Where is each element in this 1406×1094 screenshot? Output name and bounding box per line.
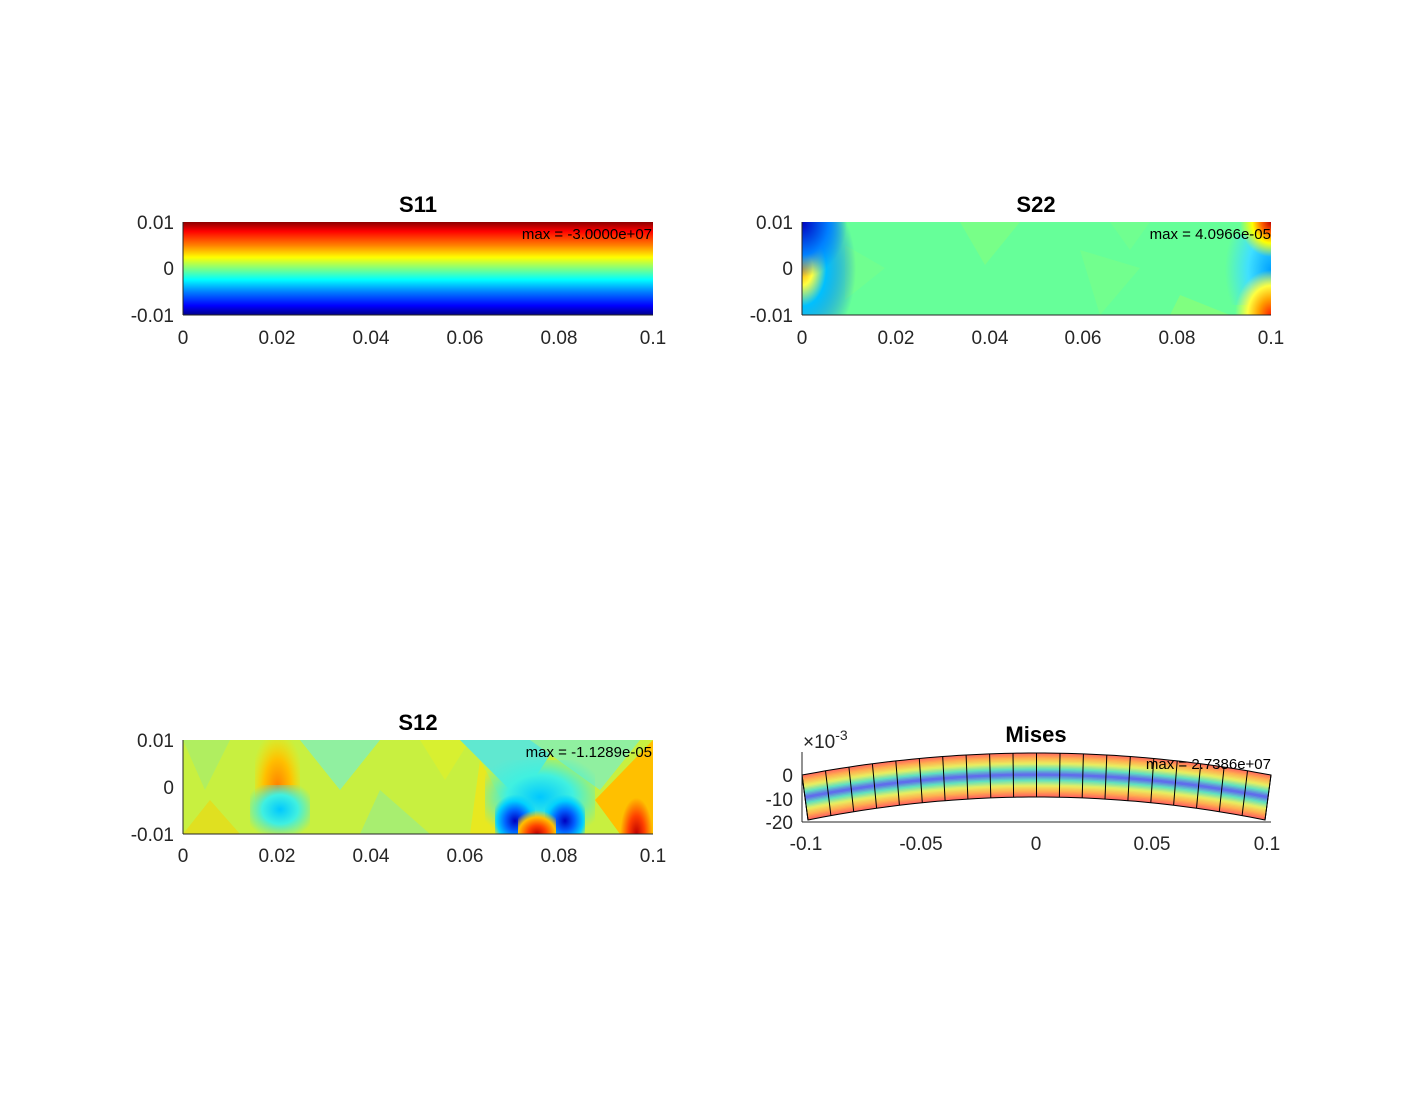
mises-max-annotation: max = 2.7386e+07 bbox=[1146, 756, 1271, 773]
s11-x-tick: 0 bbox=[178, 328, 189, 349]
mises-mesh-line bbox=[825, 770, 832, 816]
s22-x-ticks: 0 0.02 0.04 0.06 0.08 0.1 bbox=[797, 328, 1285, 349]
mises-mesh-line bbox=[918, 758, 923, 803]
s12-y-tick: 0 bbox=[163, 778, 174, 799]
mises-mesh-line bbox=[1104, 754, 1108, 800]
s11-x-tick: 0.08 bbox=[541, 328, 578, 349]
mises-mesh-line bbox=[1081, 753, 1084, 798]
s11-title: S11 bbox=[399, 192, 437, 217]
mises-mesh-line bbox=[1173, 760, 1178, 806]
s22-x-tick: 0.06 bbox=[1065, 328, 1102, 349]
s11-x-tick: 0.06 bbox=[447, 328, 484, 349]
s12-x-tick: 0.1 bbox=[640, 846, 666, 867]
mises-mesh-line bbox=[1196, 763, 1202, 809]
s22-y-tick: 0.01 bbox=[756, 213, 793, 234]
mises-exponent-base: ×10 bbox=[803, 732, 835, 753]
mises-mesh-line bbox=[895, 760, 900, 806]
mises-mesh-line bbox=[1012, 753, 1015, 798]
mises-x-tick: 0.05 bbox=[1134, 834, 1171, 855]
mises-mesh-line bbox=[848, 767, 855, 812]
mises-mesh-line bbox=[989, 753, 992, 798]
s12-x-tick: 0.06 bbox=[447, 846, 484, 867]
s12-field bbox=[183, 740, 653, 834]
s11-y-tick: -0.01 bbox=[131, 306, 174, 327]
s22-x-tick: 0.1 bbox=[1258, 328, 1284, 349]
mises-x-tick: -0.05 bbox=[899, 834, 942, 855]
s11-x-tick: 0.04 bbox=[353, 328, 390, 349]
s11-y-tick: 0 bbox=[163, 259, 174, 280]
mises-mesh-line bbox=[1150, 758, 1155, 803]
mises-mesh-line bbox=[1058, 753, 1061, 798]
s12-y-tick: 0.01 bbox=[137, 731, 174, 752]
s12-x-ticks: 0 0.02 0.04 0.06 0.08 0.1 bbox=[178, 846, 667, 867]
s12-x-tick: 0.04 bbox=[353, 846, 390, 867]
s11-max-annotation: max = -3.0000e+07 bbox=[522, 226, 652, 243]
s22-y-tick: -0.01 bbox=[750, 306, 793, 327]
s11-y-ticks: -0.01 0 0.01 bbox=[131, 213, 174, 327]
mises-exponent-power: -3 bbox=[835, 727, 848, 743]
subplot-s11: S11 max = -3.0000e+07 0 0.02 0.04 0.06 0… bbox=[131, 192, 667, 349]
mises-y-tick: 0 bbox=[782, 766, 793, 787]
mises-mesh-line bbox=[965, 754, 969, 800]
s12-y-ticks: -0.01 0 0.01 bbox=[131, 731, 174, 846]
s22-y-ticks: -0.01 0 0.01 bbox=[750, 213, 793, 327]
mises-mesh-line bbox=[942, 756, 946, 801]
mises-x-tick: 0.1 bbox=[1254, 834, 1280, 855]
mises-y-tick: -20 bbox=[766, 813, 793, 834]
mises-mesh-line bbox=[1218, 767, 1225, 812]
subplot-s12: S12 max = -1.1289e-05 0 0.02 0.04 0.06 0… bbox=[131, 710, 667, 867]
s22-max-annotation: max = 4.0966e-05 bbox=[1150, 226, 1271, 243]
mises-x-tick: -0.1 bbox=[790, 834, 823, 855]
mises-mesh-line bbox=[1241, 770, 1248, 816]
s11-x-tick: 0.1 bbox=[640, 328, 666, 349]
mises-x-tick: 0 bbox=[1031, 834, 1042, 855]
mises-mesh-line bbox=[871, 763, 878, 809]
mises-title: Mises bbox=[1005, 722, 1066, 747]
s11-x-tick: 0.02 bbox=[259, 328, 296, 349]
mises-beam-outline bbox=[801, 752, 1272, 821]
s11-y-tick: 0.01 bbox=[137, 213, 174, 234]
s22-field bbox=[802, 222, 1271, 315]
s22-title: S22 bbox=[1016, 192, 1055, 217]
s12-y-tick: -0.01 bbox=[131, 825, 174, 846]
s22-x-tick: 0.04 bbox=[972, 328, 1009, 349]
mises-y-exponent: ×10-3 bbox=[803, 727, 848, 753]
mises-x-ticks: -0.1 -0.05 0 0.05 0.1 bbox=[790, 834, 1281, 855]
s11-x-ticks: 0 0.02 0.04 0.06 0.08 0.1 bbox=[178, 328, 667, 349]
s12-x-tick: 0.02 bbox=[259, 846, 296, 867]
s12-x-tick: 0 bbox=[178, 846, 189, 867]
mises-mesh-line bbox=[1127, 756, 1131, 801]
s12-title: S12 bbox=[398, 710, 437, 735]
s12-max-annotation: max = -1.1289e-05 bbox=[526, 744, 652, 761]
s22-x-tick: 0.02 bbox=[878, 328, 915, 349]
s12-x-tick: 0.08 bbox=[541, 846, 578, 867]
s22-x-tick: 0.08 bbox=[1159, 328, 1196, 349]
subplot-mises: Mises ×10-3 max = 2.7386e+07 -0.1 -0.05 … bbox=[766, 722, 1281, 855]
mises-y-tick: -10 bbox=[766, 790, 793, 811]
mises-y-ticks: -20 -10 0 bbox=[766, 766, 793, 834]
s22-x-tick: 0 bbox=[797, 328, 808, 349]
mises-field bbox=[801, 752, 1272, 821]
s22-y-tick: 0 bbox=[782, 259, 793, 280]
subplot-s22: S22 max = 4.0966e-05 0 0.02 0.04 0.06 0.… bbox=[750, 192, 1285, 349]
s11-field bbox=[183, 222, 653, 315]
